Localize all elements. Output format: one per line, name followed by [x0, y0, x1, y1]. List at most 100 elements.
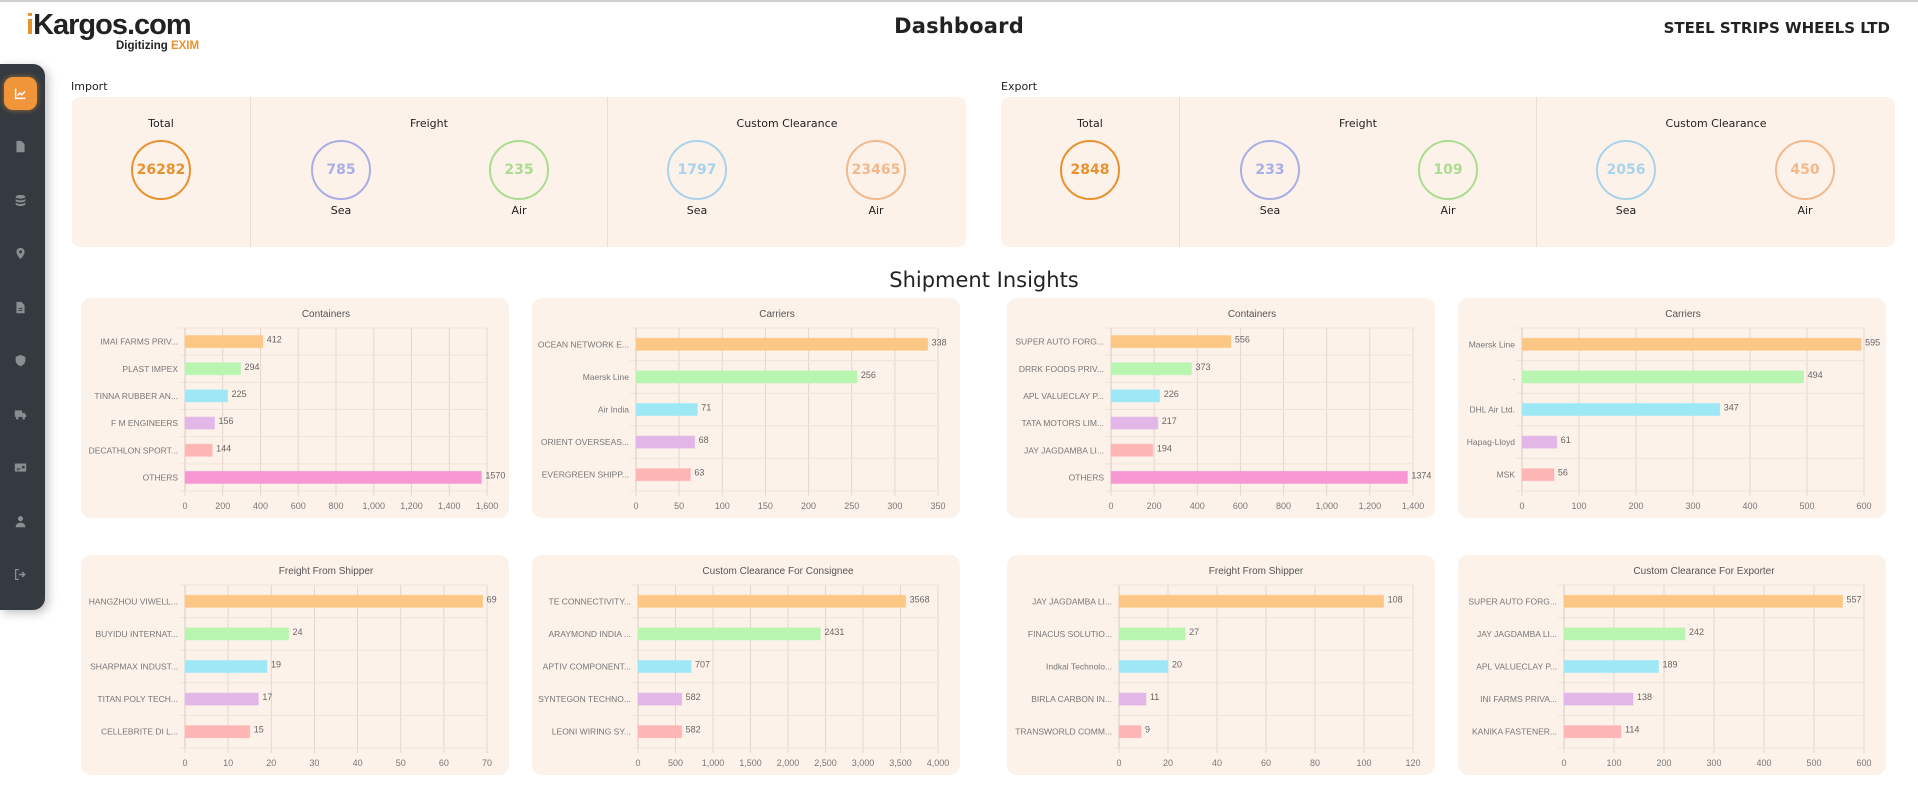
chart-title: Containers: [1228, 309, 1276, 320]
x-tick-label: 400: [1742, 501, 1757, 511]
export-freight-air-ring[interactable]: 109: [1418, 140, 1478, 200]
x-tick-label: 1,200: [1359, 501, 1382, 511]
chart-card-import-carriers: Carriers 0 50 100 150 200 250 300 350 OCEAN NETWO…: [532, 298, 960, 518]
bar-value-label: 20: [1172, 660, 1182, 670]
cc-title: Custom Clearance: [736, 117, 838, 130]
file-icon: [16, 140, 25, 153]
bar: [1521, 403, 1721, 416]
x-tick-label: 20: [1163, 758, 1173, 768]
bar: [635, 435, 696, 449]
chart-import-carriers: Carriers 0 50 100 150 200 250 300 350 OCEAN NETWO…: [538, 309, 947, 511]
bar-value-label: 347: [1724, 403, 1739, 413]
x-tick-label: 0: [635, 758, 640, 768]
y-category-label: APL VALUECLAY P...: [1023, 391, 1104, 401]
bar: [1118, 627, 1186, 641]
y-category-label: Maersk Line: [1469, 339, 1516, 349]
x-tick-label: 200: [1628, 501, 1643, 511]
bar: [184, 470, 482, 484]
logo[interactable]: iKargos.com Digitizing EXIM: [26, 10, 206, 54]
x-tick-label: 400: [1756, 758, 1771, 768]
page-title: Dashboard: [894, 14, 1024, 38]
sidebar-item-billing[interactable]: [4, 451, 37, 484]
total-title: Total: [1077, 117, 1103, 130]
bar: [635, 370, 858, 384]
x-tick-label: 500: [1806, 758, 1821, 768]
export-cc-sea-ring[interactable]: 2056: [1596, 140, 1656, 200]
bar-value-label: 256: [861, 370, 876, 380]
x-tick-label: 300: [1685, 501, 1700, 511]
x-tick-label: 1,000: [702, 758, 725, 768]
chart-card-custom-clearance-exporter: Custom Clearance For Exporter 0 100 200 300 4…: [1458, 555, 1886, 775]
sidebar-item-profile[interactable]: [4, 505, 37, 538]
chart-title: Containers: [302, 309, 350, 320]
bar: [184, 416, 215, 430]
sidebar-item-security[interactable]: [4, 344, 37, 377]
import-cc-sea-ring[interactable]: 1797: [667, 140, 727, 200]
total-title: Total: [148, 117, 174, 130]
sidebar-item-database[interactable]: [4, 184, 37, 217]
chart-line-icon: [14, 88, 26, 100]
x-tick-label: 1,200: [400, 501, 423, 511]
bar-value-label: 156: [218, 416, 233, 426]
export-cc-air-ring[interactable]: 450: [1775, 140, 1835, 200]
x-tick-label: 60: [439, 758, 449, 768]
import-label: Import: [71, 80, 108, 93]
x-tick-label: 200: [215, 501, 230, 511]
sidebar-item-transport[interactable]: [4, 398, 37, 431]
air-label: Air: [868, 204, 884, 217]
x-tick-label: 300: [1706, 758, 1721, 768]
bar-value-label: 17: [262, 692, 272, 702]
export-freight: Freight 233 Sea 109 Air: [1179, 97, 1536, 247]
bar-value-label: 61: [1561, 435, 1571, 445]
logo-tagline: Digitizing EXIM: [116, 40, 199, 52]
bar-value-label: 24: [293, 627, 303, 637]
sea-label: Sea: [686, 204, 708, 217]
y-category-label: TATA MOTORS LIM...: [1022, 418, 1105, 428]
x-tick-label: 3,000: [852, 758, 875, 768]
y-category-label: KANIKA FASTENER...: [1472, 727, 1557, 737]
sidebar-item-tracking[interactable]: [4, 237, 37, 270]
y-category-label: SUPER AUTO FORG...: [1015, 337, 1104, 347]
x-tick-label: 70: [482, 758, 492, 768]
sidebar-item-reports[interactable]: [4, 291, 37, 324]
import-cc-air-ring[interactable]: 23465: [846, 140, 906, 200]
x-tick-label: 200: [1656, 758, 1671, 768]
bar: [637, 660, 692, 673]
sidebar-item-logout[interactable]: [4, 558, 37, 591]
x-tick-label: 2,000: [777, 758, 800, 768]
x-tick-label: 4,000: [927, 758, 950, 768]
y-category-label: FINACUS SOLUTIO...: [1028, 629, 1112, 639]
import-total-ring[interactable]: 26282: [131, 140, 191, 200]
bar-value-label: 63: [694, 468, 704, 478]
bar: [184, 725, 251, 739]
import-freight-air-ring[interactable]: 235: [489, 140, 549, 200]
bar-value-label: 557: [1847, 594, 1862, 604]
bar-value-label: 56: [1558, 468, 1568, 478]
y-category-label: BUYIDU INTERNAT...: [96, 629, 179, 639]
y-category-label: TITAN POLY TECH...: [97, 694, 178, 704]
bar-value-label: 595: [1865, 337, 1880, 347]
database-icon: [15, 194, 26, 207]
logo-i: i: [26, 9, 34, 41]
sidebar-item-documents[interactable]: [4, 130, 37, 163]
import-total: Total 26282: [72, 97, 250, 247]
sidebar-item-dashboard[interactable]: [4, 77, 37, 110]
bar-value-label: 9: [1145, 725, 1150, 735]
bar: [637, 594, 907, 608]
logo-wordmark: iKargos.com: [26, 9, 192, 41]
y-category-label: CELLEBRITE DI L...: [101, 727, 178, 737]
chart-export-carriers: Carriers 0 100 200 300 400 500 600 Maersk Line 59…: [1467, 309, 1880, 511]
export-total-ring[interactable]: 2848: [1060, 140, 1120, 200]
export-freight-sea-ring[interactable]: 233: [1240, 140, 1300, 200]
y-category-label: Maersk Line: [583, 372, 630, 382]
bar: [1118, 660, 1169, 673]
bar-value-label: 11: [1150, 692, 1159, 702]
sea-label: Sea: [1615, 204, 1637, 217]
y-category-label: LEONI WIRING SY...: [552, 727, 631, 737]
x-tick-label: 600: [1856, 758, 1871, 768]
import-freight-sea-ring[interactable]: 785: [311, 140, 371, 200]
bar-value-label: 294: [244, 362, 259, 372]
x-tick-label: 600: [1856, 501, 1871, 511]
chart-card-import-containers: Containers 0 200 400 600 800 1,000 1,200 1,400 1,…: [81, 298, 509, 518]
export-label: Export: [1001, 80, 1038, 93]
